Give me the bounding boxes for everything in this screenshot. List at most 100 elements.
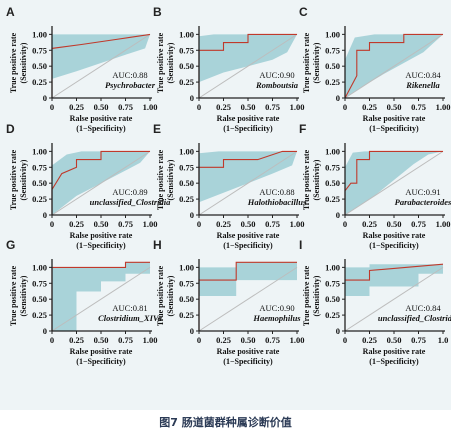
x-tick-label: 0 <box>50 335 54 345</box>
y-tick-label: 0 <box>190 326 194 336</box>
x-tick-label: 0.75 <box>118 102 133 112</box>
y-tick-label: 1.00 <box>179 146 194 156</box>
y-tick-label: 1.00 <box>325 262 340 272</box>
y-axis-subtitle: (Sensitivity) <box>166 275 175 316</box>
y-tick-label: 0.50 <box>179 61 194 71</box>
x-axis-subtitle: (1−Specificity) <box>369 241 419 250</box>
x-tick-label: 1.00 <box>143 219 158 229</box>
y-tick-label: 0.50 <box>179 294 194 304</box>
x-axis-title: Ralse positive rate <box>217 231 280 240</box>
taxon-name-label: unclassified_Clostridia <box>90 197 172 207</box>
y-tick-label: 0.25 <box>325 194 340 204</box>
roc-panel-g: 00 0.25 0.25 0.50 0.50 0.75 0.75 1.00 1.00 Ralse … <box>6 238 163 366</box>
auc-value-label: AUC:0.91 <box>405 187 440 197</box>
y-axis-title: True positive rate <box>156 265 165 326</box>
y-tick-label: 0.25 <box>32 77 47 87</box>
y-tick-label: 0.75 <box>32 45 47 55</box>
confidence-band <box>345 151 443 215</box>
y-axis-title: True positive rate <box>156 32 165 93</box>
taxon-name-label: Romboutsia <box>255 80 299 90</box>
auc-value-label: AUC:0.84 <box>405 303 441 313</box>
x-axis-title: Ralse positive rate <box>70 347 133 356</box>
y-tick-label: 0.75 <box>325 162 340 172</box>
roc-panel-e: 00 0.25 0.25 0.50 0.50 0.75 0.75 1.00 1.00 Ralse … <box>153 122 307 250</box>
y-tick-label: 0.50 <box>179 178 194 188</box>
y-tick-label: 0.75 <box>32 162 47 172</box>
x-tick-label: 0.50 <box>387 335 402 345</box>
roc-panel-c: 00 0.25 0.25 0.50 0.50 0.75 0.75 1.00 1.00 Ralse … <box>299 5 450 133</box>
diagonal-reference-line <box>198 33 298 99</box>
auc-value-label: AUC:0.88 <box>112 70 147 80</box>
y-tick-label: 0.75 <box>32 278 47 288</box>
y-tick-label: 0.25 <box>179 194 194 204</box>
y-tick-label: 0.25 <box>32 194 47 204</box>
roc-curve <box>344 150 443 215</box>
roc-panel-grid: 000.250.250.500.500.750.751.001.00Ralse … <box>6 5 451 366</box>
y-tick-label: 0.75 <box>179 278 194 288</box>
x-tick-label: 0.25 <box>216 219 231 229</box>
x-tick-label: 0.25 <box>362 102 377 112</box>
x-tick-label: 0.50 <box>387 219 402 229</box>
x-axis-subtitle: (1−Specificity) <box>76 241 126 250</box>
x-tick-label: 0.75 <box>411 102 426 112</box>
diagonal-reference-line <box>51 150 151 216</box>
y-tick-label: 0.75 <box>325 45 340 55</box>
x-tick-label: 0.75 <box>411 219 426 229</box>
x-tick-label: 0.75 <box>118 219 133 229</box>
auc-value-label: AUC:0.89 <box>112 187 147 197</box>
x-axis-title: Ralse positive rate <box>363 231 426 240</box>
x-tick-label: 0.75 <box>265 335 280 345</box>
roc-panel-f: 00 0.25 0.25 0.50 0.50 0.75 0.75 1.00 1.00 Ralse … <box>299 122 451 250</box>
x-tick-label: 0.50 <box>94 102 109 112</box>
y-tick-label: 0.50 <box>32 178 47 188</box>
y-tick-label: 1.00 <box>325 29 340 39</box>
x-tick-label: 0.50 <box>94 219 109 229</box>
confidence-band <box>199 262 297 296</box>
y-axis-title: True positive rate <box>9 149 18 210</box>
x-axis-title: Ralse positive rate <box>70 231 133 240</box>
taxon-name-label: Clostridium_XIVa <box>98 313 163 323</box>
taxon-name-label: Psychrobacter <box>105 80 156 90</box>
x-axis-title: Ralse positive rate <box>217 347 280 356</box>
x-tick-label: 0.25 <box>69 219 84 229</box>
y-tick-label: 0 <box>43 93 47 103</box>
x-tick-label: 0.25 <box>362 219 377 229</box>
figure-caption: 图7 肠道菌群种属诊断价值 <box>159 416 292 429</box>
diagonal-reference-line <box>344 33 444 99</box>
x-tick-label: 0 <box>197 335 201 345</box>
x-axis-subtitle: (1−Specificity) <box>369 357 419 366</box>
auc-value-label: AUC:0.90 <box>259 70 294 80</box>
x-axis-title: Ralse positive rate <box>217 114 280 123</box>
x-axis-title: Ralse positive rate <box>363 114 426 123</box>
y-tick-label: 0.50 <box>325 61 340 71</box>
y-tick-label: 1.00 <box>32 29 47 39</box>
x-tick-label: 1.0 <box>438 335 449 345</box>
x-tick-label: 1.00 <box>436 219 451 229</box>
y-tick-label: 0 <box>190 210 194 220</box>
y-tick-label: 1.00 <box>32 262 47 272</box>
x-axis-title: Ralse positive rate <box>70 114 133 123</box>
y-tick-label: 0 <box>336 326 340 336</box>
x-tick-label: 0 <box>197 219 201 229</box>
panel-label: I <box>299 238 302 252</box>
x-tick-label: 0.25 <box>216 102 231 112</box>
y-tick-label: 0.25 <box>325 77 340 87</box>
y-tick-label: 1.00 <box>179 29 194 39</box>
y-tick-label: 0 <box>336 93 340 103</box>
diagonal-reference-line <box>198 266 298 332</box>
y-tick-label: 0.50 <box>325 294 340 304</box>
panel-label: E <box>153 122 161 136</box>
y-tick-label: 0.50 <box>32 294 47 304</box>
roc-curve <box>345 263 444 281</box>
x-tick-label: 0.75 <box>411 335 426 345</box>
x-tick-label: 1.00 <box>143 335 158 345</box>
taxon-name-label: Parabacteroides <box>395 197 451 207</box>
diagonal-reference-line <box>198 150 298 216</box>
auc-value-label: AUC:0.88 <box>259 187 294 197</box>
x-tick-label: 1.00 <box>290 102 305 112</box>
x-tick-label: 0.25 <box>362 335 377 345</box>
roc-panel-d: 00 0.25 0.25 0.50 0.50 0.75 0.75 1.00 1.00 Ralse … <box>6 122 171 250</box>
auc-value-label: AUC:0.84 <box>405 70 441 80</box>
x-tick-label: 0.50 <box>241 335 256 345</box>
x-tick-label: 0 <box>343 219 347 229</box>
